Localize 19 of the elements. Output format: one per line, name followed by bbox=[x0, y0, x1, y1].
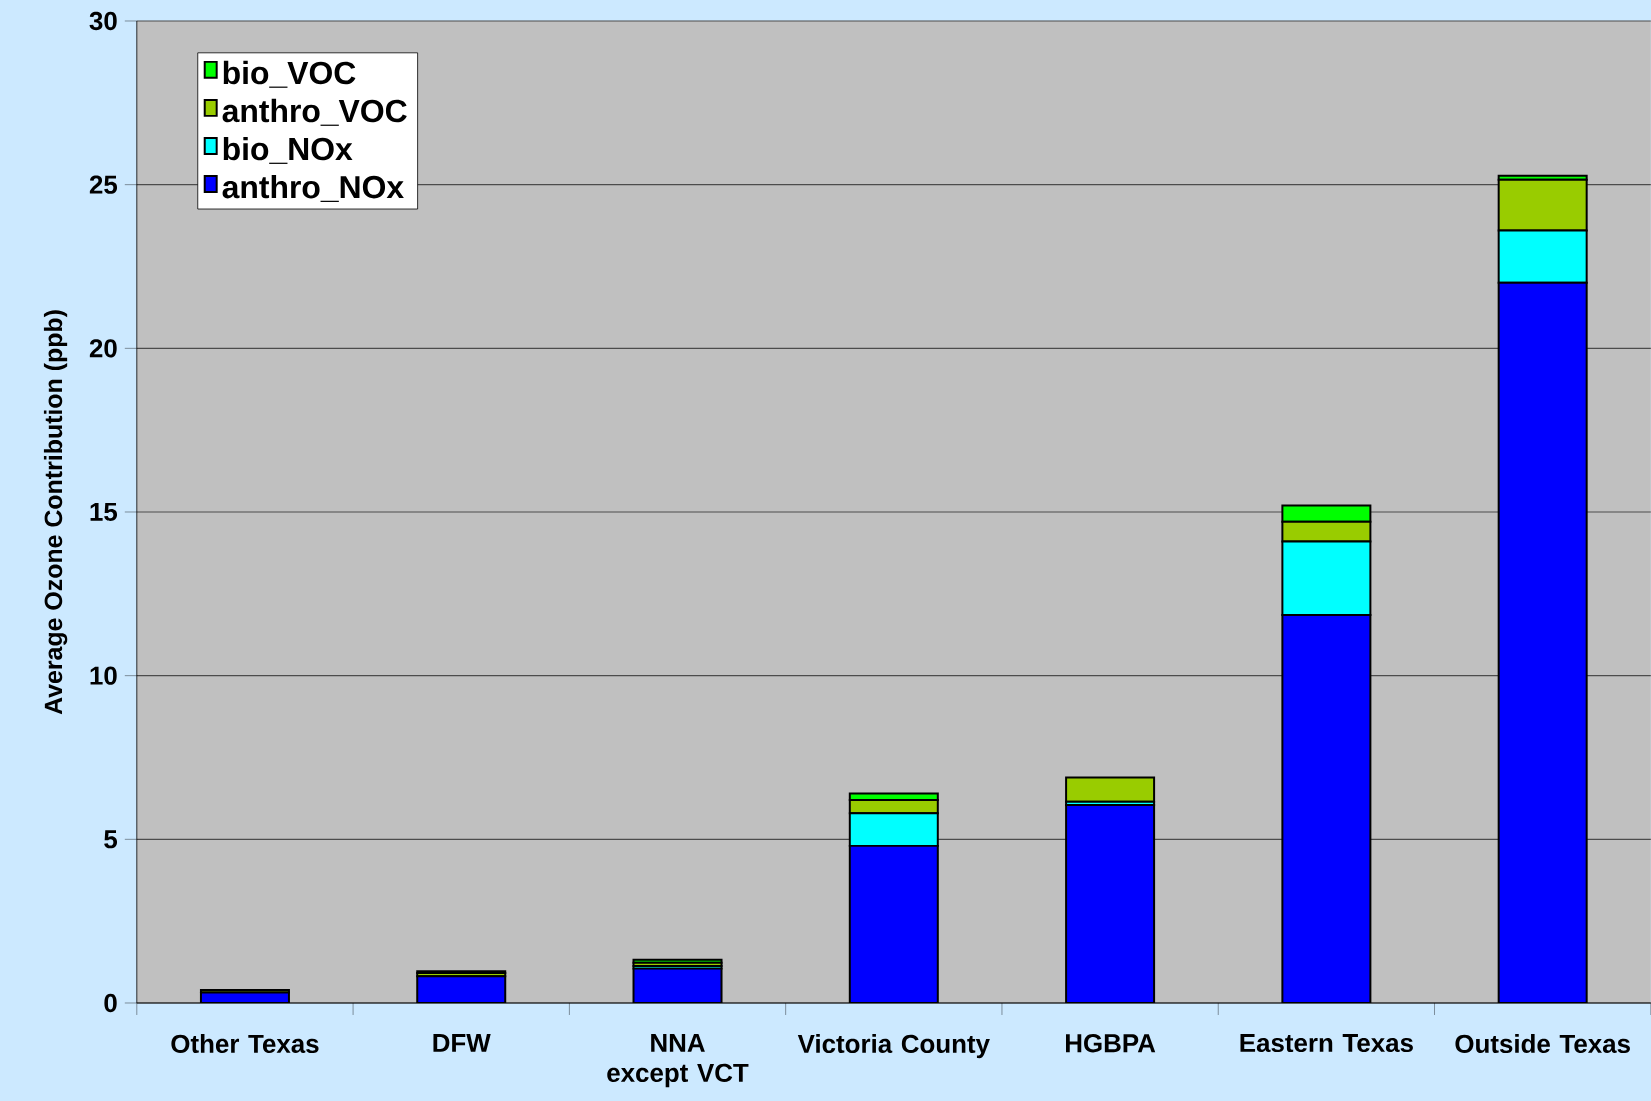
x-tick-label: Eastern Texas bbox=[1240, 1034, 1413, 1053]
x-tick-label: HGBPA bbox=[1066, 1034, 1156, 1053]
legend-label: bio_VOC bbox=[223, 60, 356, 88]
legend-label: anthro_VOC bbox=[222, 98, 407, 126]
y-tick-label: 20 bbox=[89, 339, 117, 358]
y-axis-title: Average Ozone Contribution (ppb) bbox=[43, 310, 68, 715]
x-tick-label: DFW bbox=[433, 1034, 491, 1052]
x-tick-label: Other Texas bbox=[171, 1034, 319, 1054]
y-tick-label: 30 bbox=[89, 11, 117, 31]
y-tick-label: 15 bbox=[90, 502, 118, 522]
x-tick-label: Outside Texas bbox=[1455, 1034, 1630, 1054]
x-tick-label: Victoria County bbox=[797, 1034, 990, 1059]
y-tick-label: 25 bbox=[89, 175, 118, 194]
legend-label: anthro_NOx bbox=[222, 174, 404, 202]
x-tick-label: NNA except VCT bbox=[607, 1034, 749, 1088]
y-tick-label: 5 bbox=[104, 830, 118, 849]
legend-label: bio_NOx bbox=[223, 136, 353, 164]
y-tick-label: 0 bbox=[104, 993, 117, 1013]
y-tick-label: 10 bbox=[90, 666, 117, 685]
